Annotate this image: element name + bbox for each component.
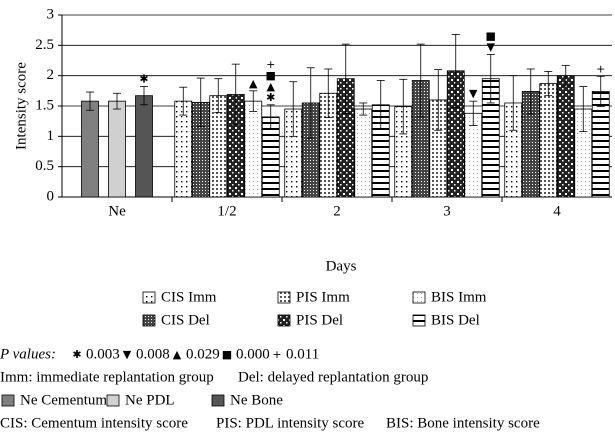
legend-label: PIS Imm	[296, 289, 350, 305]
error-bar	[359, 102, 368, 116]
bar	[244, 100, 263, 198]
bar	[591, 91, 610, 198]
significance-marker: +	[266, 58, 275, 71]
error-bar	[579, 86, 588, 132]
legend-swatch	[1, 394, 15, 407]
error-bar	[231, 63, 240, 126]
significance-marker: ▼	[487, 40, 496, 53]
x-tick-label: 4	[553, 203, 561, 219]
error-bar	[289, 81, 298, 137]
legend-label: PIS Del	[296, 312, 343, 328]
legend-label: Ne Cementum	[20, 392, 107, 408]
bar	[464, 112, 483, 198]
error-bar	[486, 54, 495, 104]
significance-marker: +	[596, 62, 605, 75]
legend-swatch	[211, 394, 225, 407]
error-bar	[451, 34, 460, 108]
legend-swatch	[412, 291, 426, 304]
p-value-symbol: ✱	[72, 348, 81, 361]
p-value: 0.011	[286, 346, 319, 362]
y-tick-label: 0.5	[35, 158, 54, 174]
legend-swatch	[106, 394, 120, 407]
error-bar	[509, 75, 518, 131]
bar	[135, 95, 153, 198]
error-bar	[544, 71, 553, 97]
error-bar	[434, 69, 443, 131]
y-tick-label: 3	[47, 6, 55, 22]
p-value: 0.008	[136, 346, 170, 362]
bar	[174, 100, 193, 198]
error-bar	[86, 91, 94, 111]
p-values-label: P values:	[0, 346, 56, 362]
bar	[108, 100, 126, 198]
y-tick-label: 0	[47, 188, 55, 204]
significance-marker: ▼	[469, 87, 478, 100]
error-bar	[306, 67, 315, 139]
x-tick-label: Ne	[108, 203, 126, 219]
error-bar	[179, 86, 188, 116]
p-value: 0.000	[236, 346, 270, 362]
abbreviation: Del: delayed replantation group	[238, 369, 428, 385]
legend-swatch	[142, 314, 156, 327]
p-value: 0.029	[186, 346, 220, 362]
error-bar	[376, 80, 385, 130]
y-tick-label: 2	[47, 67, 55, 83]
legend-swatch	[277, 314, 291, 327]
p-value-symbol: ■	[222, 348, 232, 361]
legend-label: Ne PDL	[125, 392, 175, 408]
abbreviation: Imm: immediate replantation group	[0, 369, 214, 385]
score-note: CIS: Cementum intensity score	[0, 415, 188, 431]
legend-label: BIS Del	[431, 312, 480, 328]
legend-swatch	[277, 291, 291, 304]
error-bar	[249, 90, 258, 112]
error-bar	[214, 78, 223, 114]
y-tick-label: 1.5	[35, 97, 54, 113]
x-tick-label: 1/2	[217, 203, 236, 219]
x-axis-title: Days	[326, 258, 357, 274]
error-bar	[596, 75, 605, 108]
error-bar	[324, 68, 333, 118]
error-bar	[469, 100, 478, 126]
error-bar	[266, 104, 275, 130]
legend-label: BIS Imm	[431, 289, 487, 305]
p-value-symbol: ▼	[123, 348, 132, 361]
x-tick-label: 2	[333, 203, 341, 219]
legend-label: CIS Imm	[161, 289, 217, 305]
bar	[539, 83, 558, 198]
p-value-symbol: ▲	[173, 348, 182, 361]
significance-marker: ✱	[139, 73, 148, 86]
x-tick-label: 3	[443, 203, 451, 219]
error-bar	[113, 92, 121, 110]
error-bar	[526, 68, 535, 115]
p-value-symbol: +	[272, 348, 281, 361]
legend-label: Ne Bone	[230, 392, 283, 408]
error-bar	[341, 43, 350, 114]
legend-label: CIS Del	[161, 312, 210, 328]
error-bar	[196, 77, 205, 128]
bar	[354, 108, 373, 198]
significance-marker: ✱	[266, 91, 275, 104]
score-note: BIS: Bone intensity score	[386, 415, 540, 431]
significance-marker: ▲	[249, 77, 258, 90]
p-value: 0.003	[86, 346, 120, 362]
y-tick-label: 2.5	[35, 37, 54, 53]
y-tick-label: 1	[47, 128, 55, 144]
score-note: PIS: PDL intensity score	[216, 415, 365, 431]
error-bar	[561, 64, 570, 87]
significance-marker: ■	[486, 29, 496, 42]
legend-swatch	[142, 291, 156, 304]
bar	[556, 75, 575, 198]
error-bar	[399, 78, 408, 135]
y-axis-title: Intensity score	[13, 62, 29, 150]
bar	[81, 100, 99, 198]
significance-marker: ■	[266, 69, 276, 82]
error-bar	[416, 43, 425, 118]
legend-swatch	[412, 314, 426, 327]
error-bar	[140, 86, 148, 106]
significance-marker: ▲	[267, 80, 276, 93]
